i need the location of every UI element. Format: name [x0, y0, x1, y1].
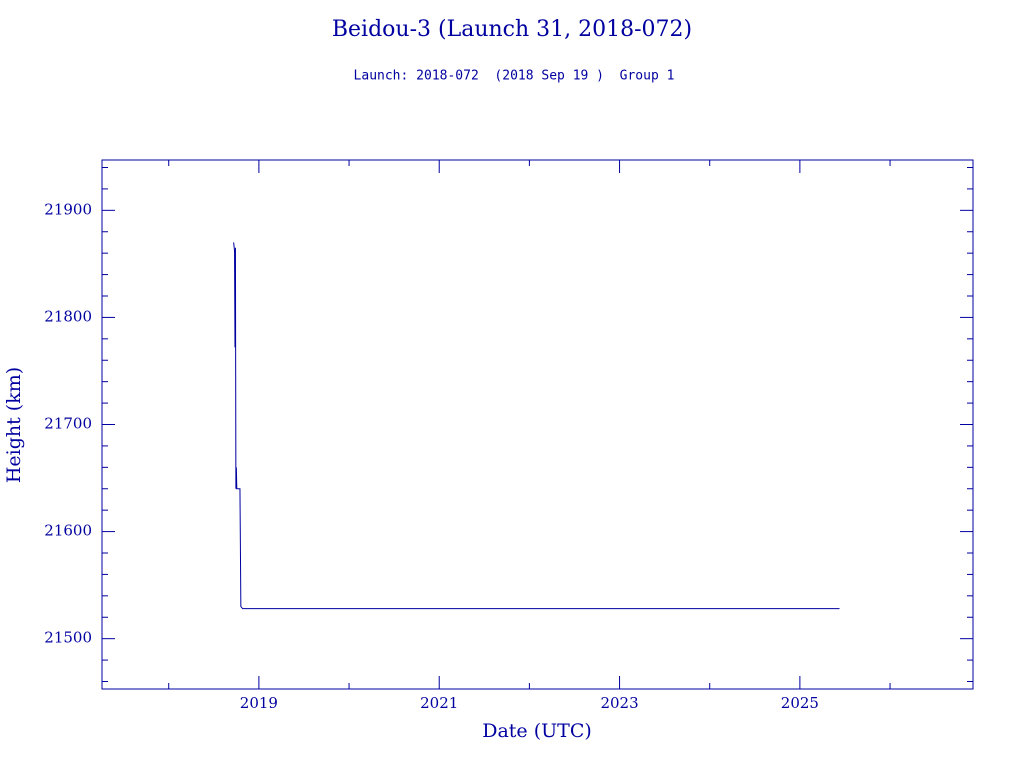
chart-title: Beidou-3 (Launch 31, 2018-072)	[332, 17, 692, 42]
y-tick-label: 21600	[44, 522, 92, 540]
y-tick-label: 21700	[44, 415, 92, 433]
y-tick-label: 21900	[44, 200, 92, 218]
data-line	[233, 242, 840, 610]
y-tick-label: 21500	[44, 629, 92, 647]
y-axis-label: Height (km)	[3, 367, 25, 483]
plot-frame	[101, 159, 974, 690]
x-tick-label: 2025	[781, 694, 819, 712]
y-tick-label: 21800	[44, 307, 92, 325]
chart-subtitle: Launch: 2018-072 (2018 Sep 19 ) Group 1	[354, 69, 675, 84]
x-tick-label: 2023	[600, 694, 638, 712]
x-tick-label: 2019	[240, 694, 278, 712]
x-axis-label: Date (UTC)	[482, 720, 592, 742]
x-tick-label: 2021	[420, 694, 458, 712]
